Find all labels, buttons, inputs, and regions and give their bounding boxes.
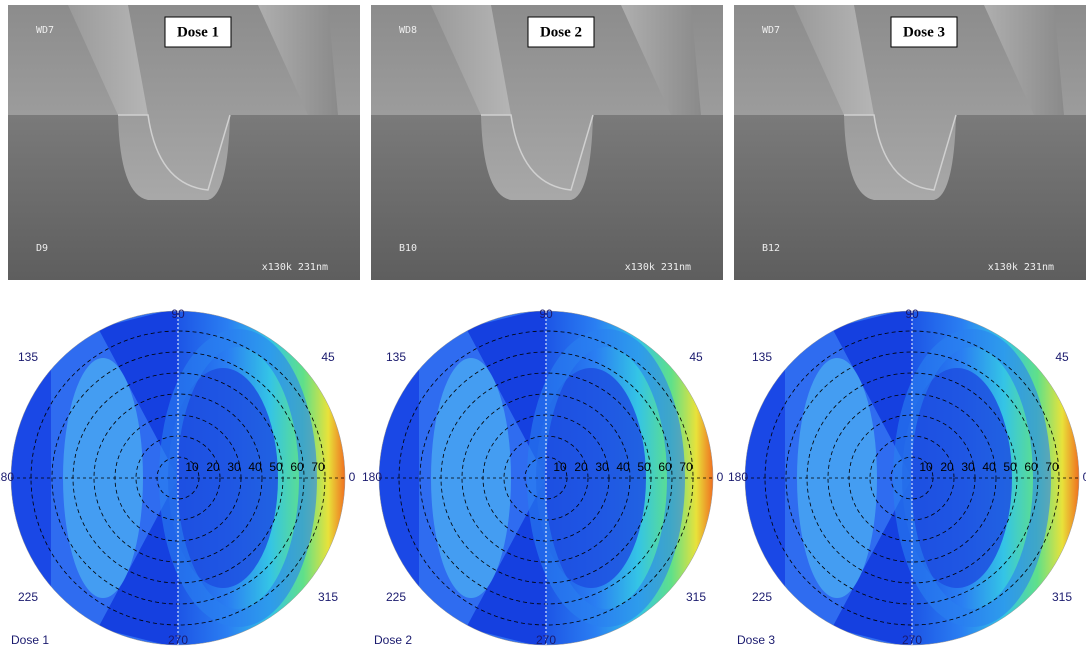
angle-label: 180 — [728, 470, 748, 484]
dark-wedge-top — [832, 311, 912, 478]
angle-label: 45 — [689, 350, 703, 364]
radial-label: 30 — [961, 460, 975, 474]
sem-trench-floor — [844, 114, 957, 191]
radial-label: 50 — [637, 460, 651, 474]
dark-wedge-bottom — [832, 478, 912, 645]
radial-label: 30 — [227, 460, 241, 474]
radial-label: 20 — [574, 460, 588, 474]
polar-caption: Dose 1 — [11, 633, 49, 647]
radial-label: 40 — [616, 460, 630, 474]
angle-label: 90 — [539, 307, 553, 321]
angle-label: 225 — [18, 590, 38, 604]
sem-id: D9 — [36, 243, 48, 254]
sem-cross-section — [8, 115, 360, 280]
radial-label: 20 — [206, 460, 220, 474]
sem-image: Dose 1 WD7 D9 x130k 231nm — [8, 5, 360, 280]
angle-label: 135 — [18, 350, 38, 364]
sem-label-box — [527, 16, 595, 48]
polar-plot: 10 20 30 40 50 60 70 0 45 90 135 180 225 270 315 — [728, 307, 1086, 647]
sem-walls — [431, 5, 701, 115]
sem-wd: WD7 — [762, 25, 780, 36]
radial-label: 50 — [269, 460, 283, 474]
sem-scale: x130k 231nm — [988, 262, 1054, 273]
sem-image: Dose 2 WD8 B10 x130k 231nm — [371, 5, 723, 280]
angle-label: 45 — [1055, 350, 1069, 364]
sem-wd: WD7 — [36, 25, 54, 36]
angle-label: 90 — [905, 307, 919, 321]
sem-label: Dose 3 — [903, 24, 945, 40]
angle-label: 135 — [752, 350, 772, 364]
angle-label: 315 — [318, 590, 338, 604]
dark-wedge-top — [466, 311, 546, 478]
angle-label: 0 — [349, 470, 356, 484]
radial-label: 70 — [1045, 460, 1059, 474]
radial-label: 40 — [248, 460, 262, 474]
radial-label: 60 — [1024, 460, 1038, 474]
radial-label: 10 — [185, 460, 199, 474]
sem-cross-section — [371, 115, 723, 280]
angle-label: 315 — [686, 590, 706, 604]
polar-plot: 10 20 30 40 50 60 70 0 45 90 135 180 225 270 315 — [362, 307, 724, 647]
radial-label: 10 — [553, 460, 567, 474]
angle-label: 270 — [536, 633, 556, 647]
radial-label: 30 — [595, 460, 609, 474]
dark-wedge-bottom — [98, 478, 178, 645]
sem-label-box — [890, 16, 958, 48]
angle-label: 270 — [168, 633, 188, 647]
radial-label: 50 — [1003, 460, 1017, 474]
sem-trench-floor — [481, 114, 594, 191]
sem-wd: WD8 — [399, 25, 417, 36]
radial-label: 60 — [290, 460, 304, 474]
range-ring — [461, 393, 631, 563]
sem-trench-floor — [118, 114, 231, 191]
range-ring — [93, 393, 263, 563]
sem-id: B10 — [399, 243, 417, 254]
dark-wedge-top — [98, 311, 178, 478]
angle-label: 135 — [386, 350, 406, 364]
angle-label: 0 — [717, 470, 724, 484]
angle-label: 225 — [752, 590, 772, 604]
sem-walls — [794, 5, 1064, 115]
radial-label: 70 — [679, 460, 693, 474]
sem-scale: x130k 231nm — [625, 262, 691, 273]
angle-label: 180 — [0, 470, 14, 484]
sem-label-box — [164, 16, 232, 48]
polar-caption: Dose 2 — [374, 633, 412, 647]
sem-walls — [68, 5, 338, 115]
radial-label: 10 — [919, 460, 933, 474]
polar-caption: Dose 3 — [737, 633, 775, 647]
sem-image: Dose 3 WD7 B12 x130k 231nm — [734, 5, 1086, 280]
range-ring — [827, 393, 997, 563]
polar-plot: 10 20 30 40 50 60 70 0 45 90 135 180 225 270 315 — [0, 307, 356, 647]
angle-label: 45 — [321, 350, 335, 364]
dark-wedge-bottom — [466, 478, 546, 645]
radial-label: 60 — [658, 460, 672, 474]
angle-label: 315 — [1052, 590, 1072, 604]
radial-label: 70 — [311, 460, 325, 474]
angle-label: 225 — [386, 590, 406, 604]
angle-label: 90 — [171, 307, 185, 321]
radial-label: 20 — [940, 460, 954, 474]
sem-cross-section — [734, 115, 1086, 280]
sem-id: B12 — [762, 243, 780, 254]
sem-scale: x130k 231nm — [262, 262, 328, 273]
angle-label: 0 — [1083, 470, 1086, 484]
angle-label: 270 — [902, 633, 922, 647]
sem-label: Dose 2 — [540, 24, 582, 40]
angle-label: 180 — [362, 470, 382, 484]
radial-label: 40 — [982, 460, 996, 474]
sem-label: Dose 1 — [177, 24, 219, 40]
